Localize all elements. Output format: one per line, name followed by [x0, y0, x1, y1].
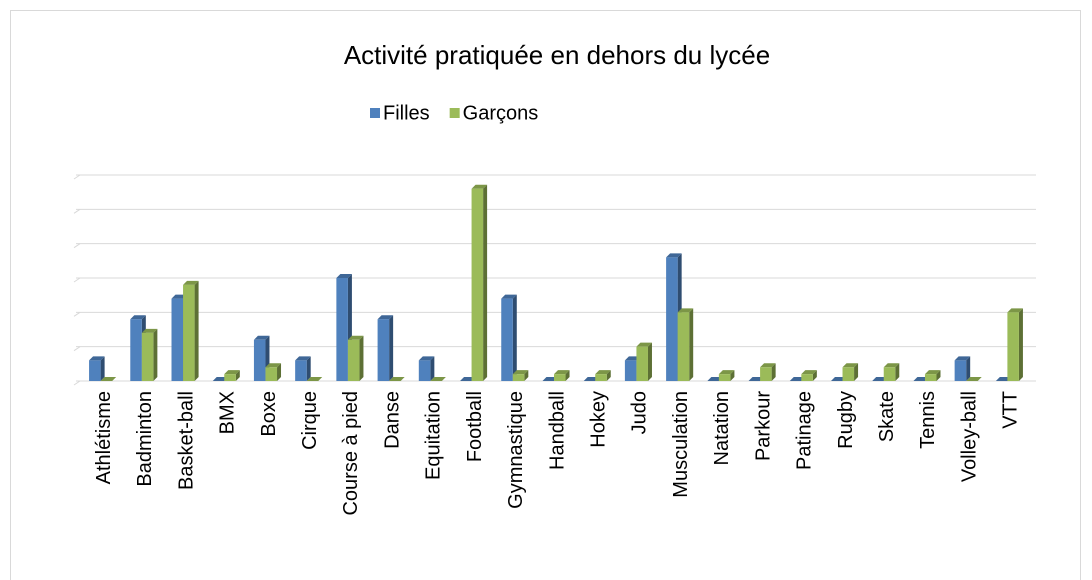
tick-mark — [73, 380, 81, 386]
bar — [512, 370, 529, 381]
bar — [141, 328, 158, 381]
bar — [183, 280, 199, 381]
x-tick-label: Equitation — [423, 391, 445, 480]
x-tick-label: Skate — [876, 391, 898, 442]
bar — [924, 370, 941, 381]
tick-mark — [73, 174, 81, 180]
bar — [501, 294, 517, 381]
x-tick-label: Course à pied — [340, 391, 362, 516]
bar — [842, 363, 859, 381]
bar — [418, 356, 435, 381]
bar — [636, 342, 652, 381]
x-tick-label: Athlétisme — [93, 391, 115, 484]
x-tick-label: Danse — [381, 391, 403, 449]
x-tick-label: Football — [464, 391, 486, 462]
bar — [1007, 308, 1023, 381]
bar — [801, 370, 817, 381]
x-tick-label: Volley-ball — [958, 391, 980, 482]
x-tick-label: Hokey — [587, 391, 609, 448]
bar — [554, 370, 570, 381]
x-tick-label: Handball — [546, 391, 568, 470]
bar — [224, 370, 240, 381]
x-tick-label: Cirque — [299, 391, 321, 450]
tick-mark — [73, 208, 81, 214]
legend-label: Filles — [383, 102, 430, 124]
chart-title: Activité pratiquée en dehors du lycée — [344, 40, 770, 70]
x-tick-label: Musculation — [670, 391, 692, 498]
bar — [883, 363, 900, 381]
x-tick-label: Natation — [711, 391, 733, 466]
bar — [718, 370, 735, 381]
legend-swatch — [449, 108, 460, 118]
legend-swatch — [370, 108, 380, 118]
x-tick-label: Patinage — [794, 391, 816, 470]
bar — [760, 363, 776, 381]
x-tick-label: Gymnastique — [505, 391, 527, 509]
x-tick-label: BMX — [217, 391, 239, 434]
bar — [347, 335, 364, 381]
bar — [430, 377, 446, 381]
tick-mark — [73, 243, 81, 249]
tick-mark — [73, 346, 81, 352]
x-tick-label: Rugby — [835, 391, 857, 449]
x-tick-label: Judo — [629, 391, 651, 434]
x-tick-label: Tennis — [917, 391, 939, 449]
tick-mark — [73, 277, 81, 283]
bar — [306, 377, 323, 381]
bar — [89, 356, 105, 381]
x-tick-label: VTT — [1000, 391, 1022, 429]
bar — [100, 377, 117, 381]
bar — [295, 356, 311, 381]
bar — [265, 363, 282, 381]
x-tick-label: Badminton — [134, 391, 156, 487]
x-tick-label: Basket-ball — [175, 391, 197, 490]
tick-mark — [73, 311, 81, 317]
bar — [377, 315, 394, 381]
bar — [966, 377, 982, 381]
bar — [954, 356, 971, 381]
legend-label: Garçons — [463, 102, 539, 124]
x-tick-label: Boxe — [258, 391, 280, 437]
bar — [471, 184, 488, 381]
chart-border — [10, 10, 1081, 580]
bar — [677, 308, 694, 381]
bar — [389, 377, 405, 381]
bar — [595, 370, 611, 381]
x-tick-label: Parkour — [752, 391, 774, 461]
